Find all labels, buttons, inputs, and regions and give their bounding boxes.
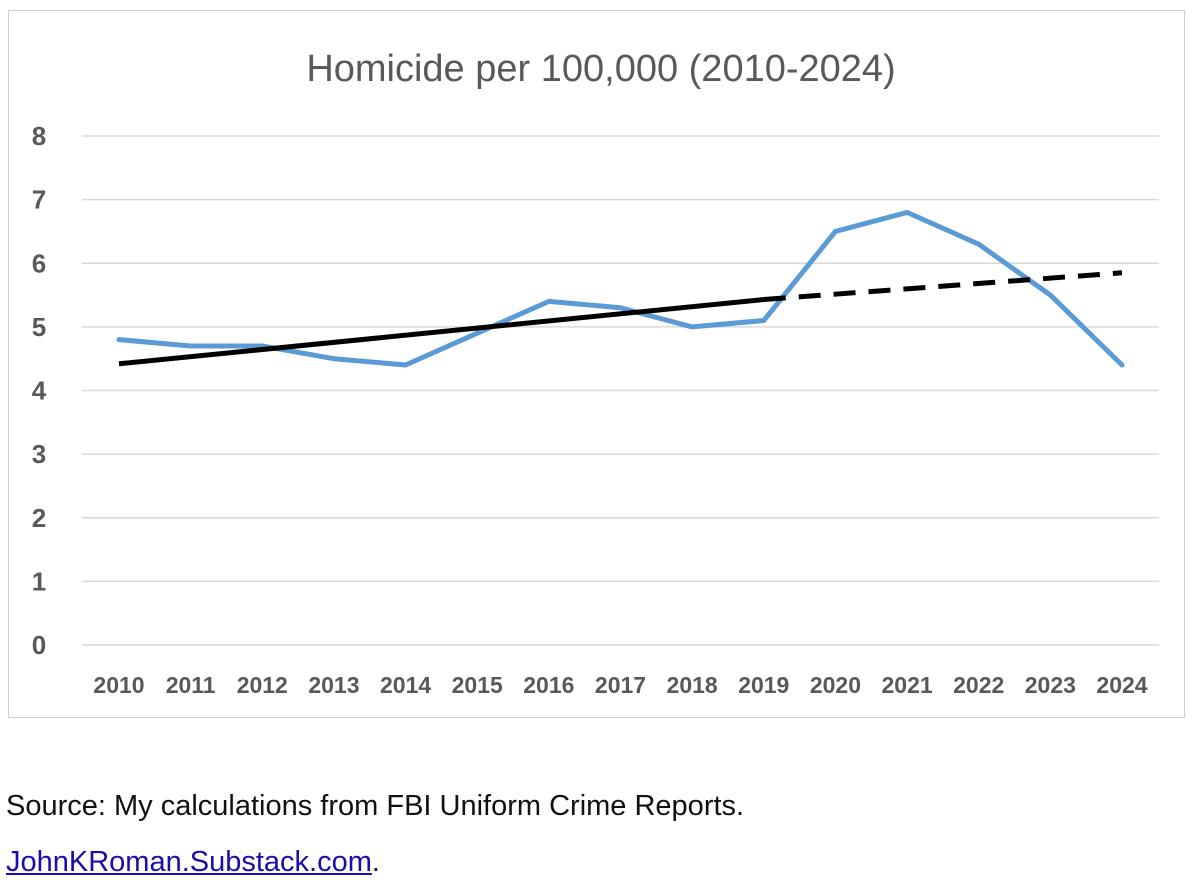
chart-title: Homicide per 100,000 (2010-2024) <box>306 48 895 90</box>
data-point <box>331 356 336 361</box>
data-point <box>761 318 766 323</box>
x-tick-label: 2014 <box>380 672 431 698</box>
link-suffix: . <box>371 846 380 878</box>
source-note: Source: My calculations from FBI Uniform… <box>6 790 745 822</box>
x-tick-label: 2023 <box>1025 672 1076 698</box>
data-point <box>1120 363 1125 368</box>
y-axis-ticks: 0 1 2 3 4 5 6 7 8 <box>32 121 47 660</box>
x-tick-label: 2019 <box>738 672 789 698</box>
data-point <box>546 299 551 304</box>
y-tick-label: 3 <box>32 439 46 469</box>
x-tick-label: 2021 <box>881 672 932 698</box>
data-point <box>188 343 193 348</box>
x-tick-label: 2015 <box>452 672 503 698</box>
x-tick-label: 2017 <box>595 672 646 698</box>
data-point <box>403 363 408 368</box>
x-axis-ticks: 2010 2011 2012 2013 2014 2015 2016 2017 2018 2019… <box>93 672 1147 698</box>
series-line <box>116 209 1125 368</box>
x-tick-label: 2010 <box>93 672 144 698</box>
y-tick-label: 1 <box>32 566 46 596</box>
x-tick-label: 2012 <box>237 672 288 698</box>
data-point <box>905 210 910 215</box>
series-layer <box>116 209 1125 368</box>
x-tick-label: 2022 <box>953 672 1004 698</box>
trend-line-dashed <box>763 270 1123 303</box>
data-point <box>833 229 838 234</box>
line-chart: Homicide per 100,000 (2010-2024) 0 1 2 3 4 5 6… <box>32 48 1159 698</box>
data-point <box>976 242 981 247</box>
y-tick-label: 7 <box>32 185 46 215</box>
x-tick-label: 2013 <box>308 672 359 698</box>
x-tick-label: 2024 <box>1096 672 1147 698</box>
y-tick-label: 5 <box>32 312 46 342</box>
x-tick-label: 2016 <box>523 672 574 698</box>
y-tick-label: 8 <box>32 121 46 151</box>
trend-line-solid <box>118 297 765 367</box>
y-tick-label: 6 <box>32 248 46 278</box>
y-tick-label: 0 <box>32 630 46 660</box>
trend-layer <box>118 270 1123 367</box>
data-point <box>690 324 695 329</box>
data-point <box>475 331 480 336</box>
substack-link[interactable]: JohnKRoman.Substack.com <box>6 846 372 878</box>
x-tick-label: 2011 <box>166 672 216 698</box>
data-point <box>117 337 122 342</box>
x-tick-label: 2020 <box>810 672 861 698</box>
y-tick-label: 4 <box>32 376 47 406</box>
x-tick-label: 2018 <box>667 672 718 698</box>
data-point <box>618 305 623 310</box>
data-point <box>1048 293 1053 298</box>
gridlines <box>82 135 1159 646</box>
footer-link-line: JohnKRoman.Substack.com. <box>6 846 380 879</box>
y-tick-label: 2 <box>32 503 46 533</box>
chart-frame: Homicide per 100,000 (2010-2024) 0 1 2 3 4 5 6… <box>8 10 1185 718</box>
